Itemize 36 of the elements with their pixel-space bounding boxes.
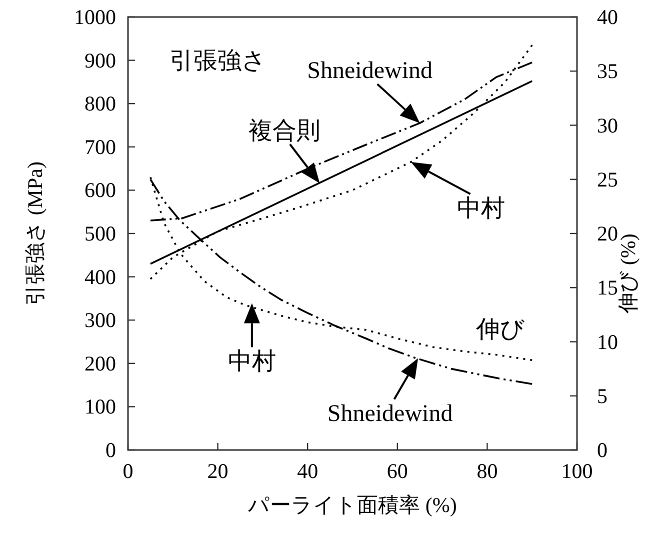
y2-tick-label: 5 xyxy=(597,384,608,408)
annotation: 中村 xyxy=(228,349,276,376)
y-tick-label: 800 xyxy=(84,92,116,116)
y2-tick-label: 0 xyxy=(597,438,608,462)
y2-tick-label: 25 xyxy=(597,167,618,192)
y-tick-label: 700 xyxy=(84,134,116,159)
annotation: 中村 xyxy=(456,196,505,222)
y2-axis-title: 伸び (%) xyxy=(616,234,640,314)
y-tick-label: 100 xyxy=(84,394,116,419)
y2-tick-label: 15 xyxy=(597,276,618,300)
y2-tick-label: 40 xyxy=(597,5,618,29)
annotation: Shneidewind xyxy=(327,401,453,428)
y-tick-label: 1000 xyxy=(74,5,116,29)
annotation: 伸び xyxy=(475,316,526,343)
annotation: Shneidewind xyxy=(307,58,433,84)
annotation: 複合則 xyxy=(248,118,321,144)
x-tick-label: 100 xyxy=(561,459,593,483)
y2-tick-label: 35 xyxy=(597,59,618,84)
annotation: 引張強さ xyxy=(169,48,266,74)
y-tick-label: 300 xyxy=(84,308,116,332)
x-axis-title: パーライト面積率 (%) xyxy=(247,493,457,517)
y2-tick-label: 30 xyxy=(597,113,618,138)
y-tick-label: 600 xyxy=(84,178,116,202)
x-tick-label: 40 xyxy=(297,459,318,483)
x-tick-label: 80 xyxy=(476,459,498,483)
y-tick-label: 500 xyxy=(84,222,116,246)
y-tick-label: 400 xyxy=(84,264,116,289)
x-tick-label: 0 xyxy=(122,459,134,483)
y2-tick-label: 10 xyxy=(597,330,618,354)
y-tick-label: 0 xyxy=(106,438,116,462)
y2-tick-label: 20 xyxy=(597,222,618,246)
x-tick-label: 60 xyxy=(386,459,408,483)
x-tick-label: 20 xyxy=(207,459,228,483)
y-tick-label: 900 xyxy=(84,48,116,72)
y-tick-label: 200 xyxy=(84,351,116,376)
y-axis-title: 引張強さ (MPa) xyxy=(23,162,47,306)
